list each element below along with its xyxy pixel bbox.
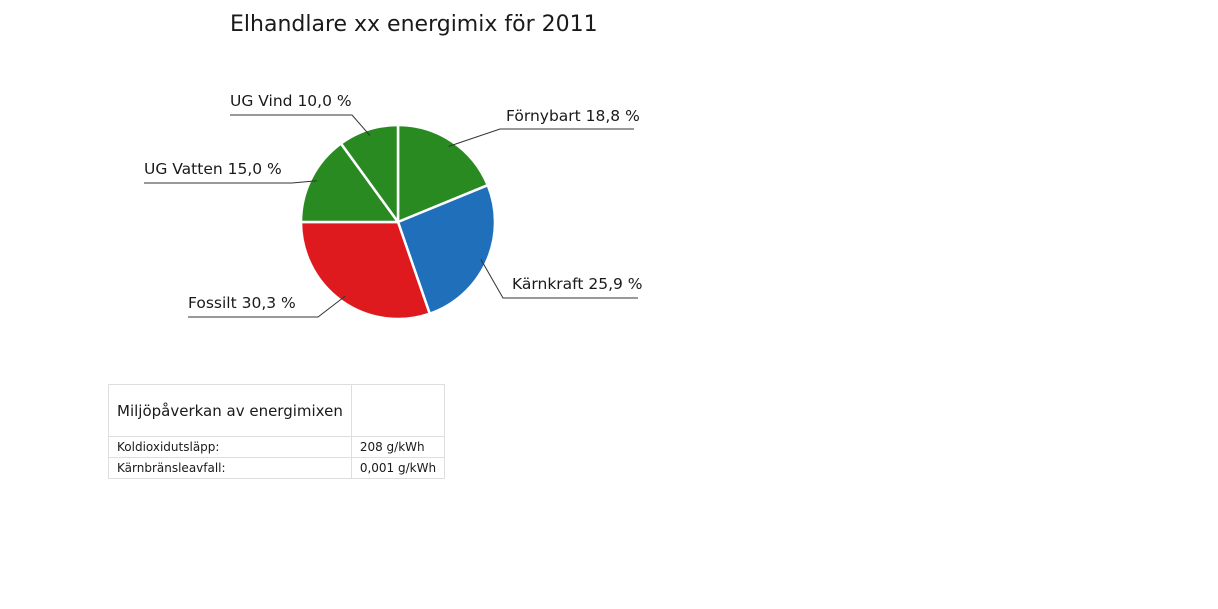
chart-title: Elhandlare xx energimix för 2011 (230, 12, 598, 37)
table-cell-label: Koldioxidutsläpp: (108, 436, 352, 458)
callout-line (448, 128, 634, 147)
table-header-value (350, 384, 446, 437)
slice-label: UG Vind 10,0 % (230, 92, 352, 110)
pie-callouts: Förnybart 18,8 % Kärnkraft 25,9 % Fossilt … (144, 92, 643, 318)
slice-label: Kärnkraft 25,9 % (512, 275, 643, 293)
pie-slices (299, 123, 497, 321)
table-cell-value: 208 g/kWh (350, 436, 446, 458)
table-header-label: Miljöpåverkan av energimixen (108, 384, 352, 437)
callout-line (230, 114, 371, 136)
pie-chart: Förnybart 18,8 % Kärnkraft 25,9 % Fossilt … (144, 92, 643, 321)
table-cell-label: Kärnbränsleavfall: (108, 457, 352, 479)
callout-line (188, 295, 346, 318)
slice-label: UG Vatten 15,0 % (144, 160, 282, 178)
pie-slice-kärnkraft (396, 183, 497, 315)
callout-line (144, 180, 317, 184)
pie-slice-ug-vatten (299, 142, 400, 224)
table-row: Kärnbränsleavfall: 0,001 g/kWh (108, 457, 446, 479)
environmental-impact-table: Miljöpåverkan av energimixen Koldioxidut… (108, 384, 446, 479)
table-row: Koldioxidutsläpp: 208 g/kWh (108, 436, 446, 458)
slice-label: Förnybart 18,8 % (506, 107, 640, 125)
pie-slice-fossilt (299, 220, 431, 321)
callout-line (480, 259, 638, 299)
slice-label: Fossilt 30,3 % (188, 294, 296, 312)
pie-slice-förnybart (396, 123, 489, 224)
table-header-row: Miljöpåverkan av energimixen (108, 384, 446, 437)
pie-slice-ug-vind (339, 123, 400, 224)
table-cell-value: 0,001 g/kWh (350, 457, 446, 479)
